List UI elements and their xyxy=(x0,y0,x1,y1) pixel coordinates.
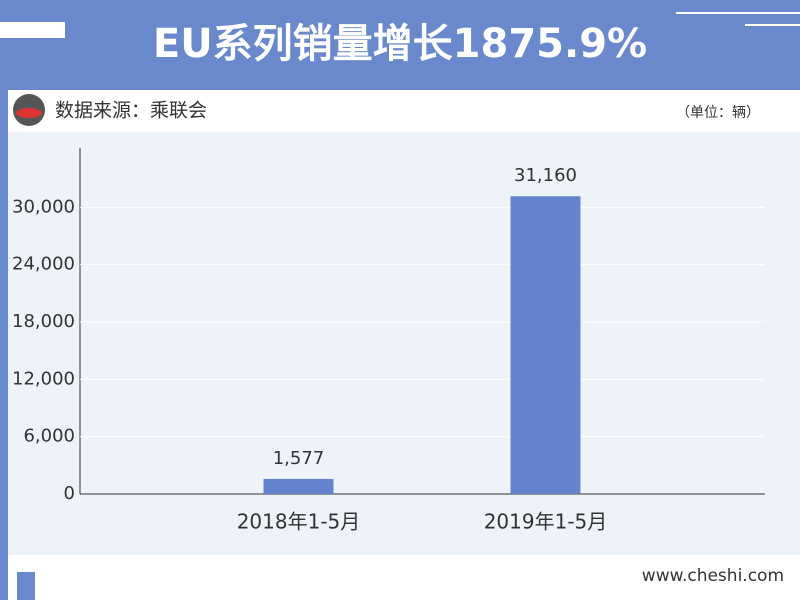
decoration xyxy=(0,22,65,38)
decoration xyxy=(676,12,800,14)
x-tick-label: 2018年1-5月 xyxy=(237,510,361,534)
plot-background xyxy=(8,132,800,555)
x-tick-label: 2019年1-5月 xyxy=(484,510,608,534)
decoration xyxy=(17,572,35,600)
chart-title: EU系列销量增长1875.9% xyxy=(153,21,647,67)
unit-note: （单位：辆） xyxy=(676,105,760,121)
y-tick-label: 6,000 xyxy=(23,426,75,447)
bar xyxy=(510,196,581,494)
decoration xyxy=(745,24,800,26)
y-tick-label: 12,000 xyxy=(12,368,75,389)
y-tick-label: 18,000 xyxy=(12,311,75,332)
footer-bar xyxy=(8,555,800,600)
footer: www.cheshi.com xyxy=(642,566,784,586)
y-tick-label: 0 xyxy=(64,483,75,504)
bar xyxy=(263,478,334,494)
source-bar xyxy=(8,90,800,132)
value-label: 31,160 xyxy=(514,165,577,186)
value-label: 1,577 xyxy=(273,448,325,469)
source: 数据来源：乘联会 xyxy=(55,100,207,122)
logo-car xyxy=(16,108,42,118)
y-tick-label: 24,000 xyxy=(12,254,75,275)
y-tick-label: 30,000 xyxy=(12,196,75,217)
